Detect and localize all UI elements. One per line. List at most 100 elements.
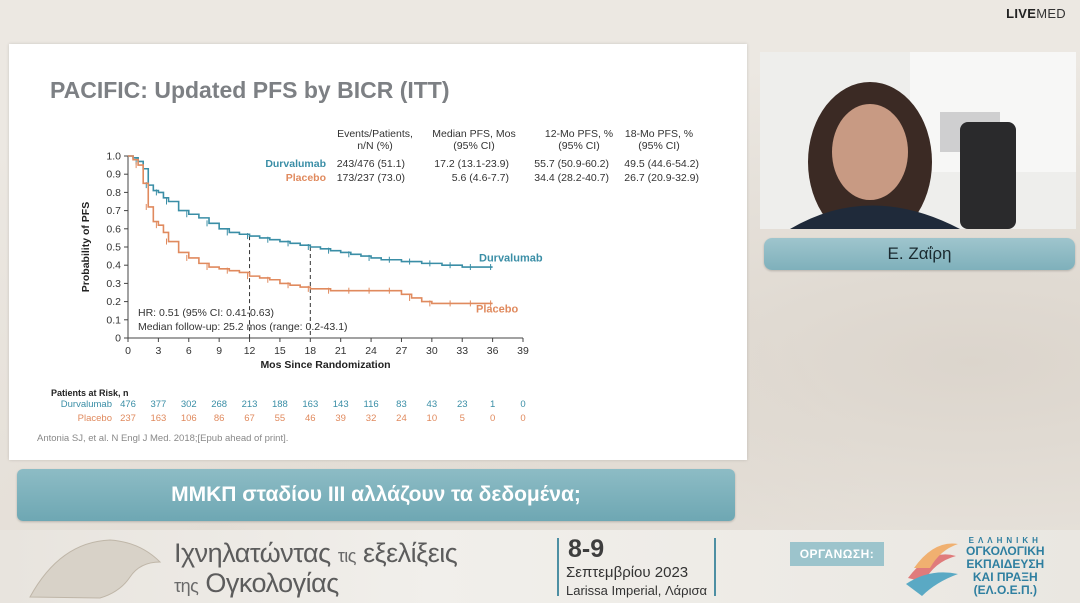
organizer-name: ΕΛΛΗΝΙΚΗ ΟΓΚΟΛΟΓΙΚΗ ΕΚΠΑΙΔΕΥΣΗ ΚΑΙ ΠΡΑΞΗ… [966,536,1045,597]
video-chair [960,122,1016,229]
x-tick-label: 0 [125,345,131,357]
speaker-name-label: Ε. Ζαΐρη [764,238,1075,270]
y-tick-label: 0.5 [106,242,121,254]
risk-value: 377 [150,399,166,410]
slide-title: PACIFIC: Updated PFS by BICR (ITT) [50,77,450,103]
y-tick-label: 0.8 [106,187,121,199]
horse-sketch-icon [29,539,162,599]
table-header-12mo: 12-Mo PFS, % (95% CI) [529,128,629,152]
risk-value: 0 [520,399,525,410]
event-title-word: εξελίξεις [363,538,458,568]
table-cell: 243/476 (51.1) [336,158,405,170]
event-title-word: Ιχνηλατώντας [174,538,331,568]
y-tick-label: 0.2 [106,296,121,308]
table-row-label-durvalumab: Durvalumab [265,158,326,170]
organizer-line: ΟΓΚΟΛΟΓΙΚΗ [966,544,1045,558]
y-axis-label: Probability of PFS [80,202,92,292]
header-line: Events/Patients, [337,128,413,140]
risk-value: 268 [211,399,227,410]
event-title-line1: Ιχνηλατώντας τις εξελίξεις [174,538,458,569]
table-header-18mo: 18-Mo PFS, % (95% CI) [609,128,709,152]
risk-value: 55 [275,413,286,424]
y-tick-label: 0.3 [106,278,121,290]
event-date: 8-9 [568,535,605,563]
table-cell: 26.7 (20.9-32.9) [624,172,699,184]
y-tick-label: 0.4 [106,260,121,272]
risk-value: 10 [427,413,438,424]
event-title-word: Ογκολογίας [205,568,339,598]
organizer-line: ΕΛΛΗΝΙΚΗ [968,536,1042,545]
x-tick-label: 3 [155,345,161,357]
y-tick-label: 0 [115,333,121,345]
event-month: Σεπτεμβρίου 2023 [566,564,689,581]
x-tick-label: 30 [426,345,438,357]
table-cell: 34.4 (28.2-40.7) [534,172,609,184]
risk-row-label: Durvalumab [61,399,112,410]
risk-value: 213 [242,399,258,410]
risk-value: 5 [460,413,465,424]
risk-row-label: Placebo [78,413,112,424]
risk-value: 143 [333,399,349,410]
divider [714,538,716,596]
x-tick-label: 15 [274,345,286,357]
y-tick-label: 0.1 [106,314,121,326]
eloep-logo-icon [906,543,958,596]
header-line: n/N (%) [357,140,393,152]
organizer-label: ΟΡΓΑΝΩΣΗ: [790,542,884,566]
video-shoulders [790,205,960,229]
risk-value: 83 [396,399,407,410]
risk-value: 24 [396,413,407,424]
y-tick-label: 0.9 [106,169,121,181]
header-line: Median PFS, Mos [432,128,516,140]
x-tick-label: 27 [396,345,408,357]
y-tick-label: 0.6 [106,223,121,235]
risk-value: 43 [427,399,438,410]
x-tick-label: 6 [186,345,192,357]
logo-live-text: LIVE [1006,6,1037,21]
risk-value: 0 [490,413,495,424]
risk-value: 32 [366,413,377,424]
divider [557,538,559,596]
x-tick-label: 18 [304,345,316,357]
risk-value: 1 [490,399,495,410]
x-tick-label: 21 [335,345,347,357]
risk-value: 106 [181,413,197,424]
y-tick-label: 0.7 [106,205,121,217]
event-venue: Larissa Imperial, Λάρισα [566,583,708,598]
speaker-video-frame [760,52,1076,229]
event-banner: Ιχνηλατώντας τις εξελίξεις της Ογκολογία… [0,530,1080,603]
table-header-median: Median PFS, Mos (95% CI) [419,128,529,152]
table-cell: 17.2 (13.1-23.9) [434,158,509,170]
risk-table-title: Patients at Risk, n [51,388,129,398]
risk-value: 476 [120,399,136,410]
risk-value: 163 [302,399,318,410]
risk-value: 188 [272,399,288,410]
citation: Antonia SJ, et al. N Engl J Med. 2018;[E… [37,433,289,444]
caption-bar: ΜΜΚΠ σταδίου ΙΙΙ αλλάζουν τα δεδομένα; [17,469,735,521]
organizer-line: ΚΑΙ ΠΡΑΞΗ [972,570,1038,584]
risk-value: 23 [457,399,468,410]
video-face [832,104,908,200]
x-axis-label: Mos Since Randomization [260,359,390,371]
logo-med-text: MED [1036,6,1066,21]
risk-value: 46 [305,413,316,424]
event-title-small: τις [337,546,357,566]
table-row-label-placebo: Placebo [285,172,326,184]
x-tick-label: 9 [216,345,222,357]
organizer-line: (ΕΛ.Ο.Ε.Π.) [973,583,1037,597]
header-line: (95% CI) [558,140,600,152]
x-tick-label: 36 [487,345,499,357]
risk-value: 67 [244,413,255,424]
header-line: (95% CI) [638,140,680,152]
table-cell: 5.6 (4.6-7.7) [451,172,509,184]
header-line: 18-Mo PFS, % [624,128,694,140]
header-line: (95% CI) [453,140,495,152]
series-label-placebo: Placebo [476,304,518,316]
table-cell: 49.5 (44.6-54.2) [624,158,699,170]
event-title-line2: της Ογκολογίας [174,568,339,599]
table-cell: 173/237 (73.0) [336,172,405,184]
presentation-slide: PACIFIC: Updated PFS by BICR (ITT) Event… [9,44,747,460]
risk-value: 163 [150,413,166,424]
x-tick-label: 12 [244,345,256,357]
header-line: 12-Mo PFS, % [544,128,614,140]
